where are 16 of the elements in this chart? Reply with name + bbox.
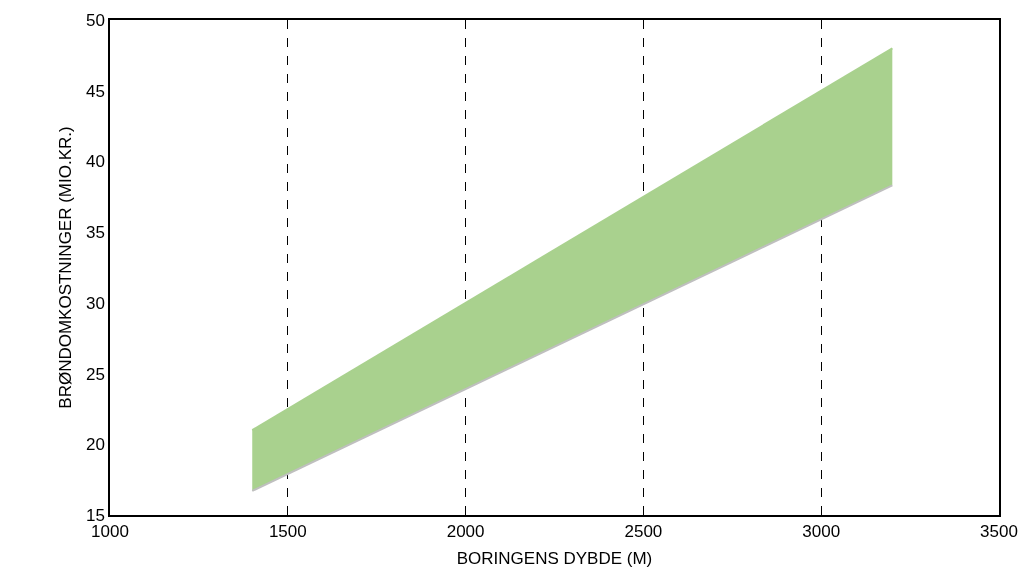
y-tick-label: 20 <box>85 435 105 455</box>
x-tick-label: 2500 <box>624 522 663 542</box>
x-tick-label: 1000 <box>91 522 129 542</box>
y-tick-label: 15 <box>85 505 105 525</box>
y-tick-label: 30 <box>85 293 105 313</box>
y-axis-title: BRØNDOMKOSTNINGER (MIO.KR.) <box>55 126 75 409</box>
x-axis-title: BORINGENS DYBDE (M) <box>456 549 653 569</box>
y-tick-label: 50 <box>85 10 105 30</box>
y-tick-label: 45 <box>85 81 105 101</box>
x-tick-label: 2000 <box>446 522 485 542</box>
x-tick-label: 3000 <box>802 522 841 542</box>
x-tick-label: 3500 <box>980 522 1018 542</box>
y-tick-label: 25 <box>85 364 105 384</box>
y-tick-label: 35 <box>85 223 105 243</box>
y-tick-label: 40 <box>85 152 105 172</box>
x-tick-label: 1500 <box>268 522 307 542</box>
